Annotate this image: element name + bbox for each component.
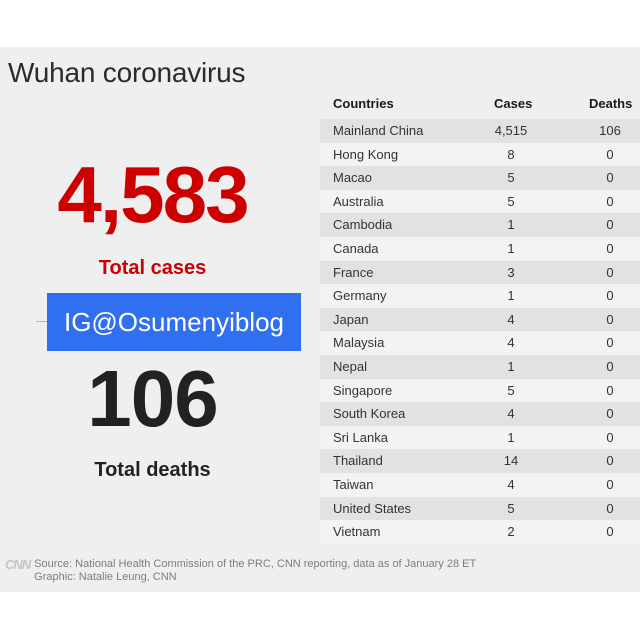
country-cell: Nepal xyxy=(333,358,367,374)
deaths-cell: 0 xyxy=(606,335,614,351)
cases-cell: 1 xyxy=(507,240,515,256)
column-header-countries: Countries xyxy=(333,96,394,111)
cases-cell: 1 xyxy=(507,358,515,374)
table-row: Singapore 5 0 xyxy=(320,378,640,403)
cases-cell: 4 xyxy=(507,335,515,351)
total-deaths-value: 106 xyxy=(87,354,218,443)
table-row: Malaysia 4 0 xyxy=(320,331,640,355)
cases-cell: 5 xyxy=(507,193,515,209)
table-row: Cambodia 1 0 xyxy=(320,213,640,237)
total-cases-value: 4,583 xyxy=(57,150,249,239)
country-cell: South Korea xyxy=(333,406,406,422)
deaths-cell: 0 xyxy=(606,453,614,469)
table-row: Sri Lanka 1 0 xyxy=(320,425,640,450)
infographic-card: Wuhan coronavirus 4,583 Total cases IG@O… xyxy=(0,47,640,592)
table-row: Japan 4 0 xyxy=(320,307,640,332)
table-row: Mainland China 4,515 106 xyxy=(320,119,640,143)
total-cases-label: Total cases xyxy=(98,257,207,279)
country-cell: Mainland China xyxy=(333,123,424,138)
watermark-divider xyxy=(36,321,50,322)
deaths-cell: 0 xyxy=(606,429,614,445)
cases-cell: 4,515 xyxy=(494,123,528,138)
deaths-cell: 106 xyxy=(599,123,621,138)
cases-cell: 2 xyxy=(507,524,515,540)
country-cell: Sri Lanka xyxy=(333,429,388,445)
country-cell: Hong Kong xyxy=(333,146,399,162)
column-header-deaths: Deaths xyxy=(589,96,633,111)
graphic-credit: Graphic: Natalie Leung, CNN xyxy=(34,571,177,583)
table-row: Hong Kong 8 0 xyxy=(320,142,640,167)
watermark-banner: IG@Osumenyiblog xyxy=(47,293,301,351)
country-table: Countries Cases Deaths Mainland China 4,5… xyxy=(320,92,640,544)
country-cell: Malaysia xyxy=(333,335,385,351)
cases-cell: 1 xyxy=(507,217,515,233)
cases-cell: 8 xyxy=(507,146,515,162)
deaths-cell: 0 xyxy=(606,170,614,186)
table-row: Taiwan 4 0 xyxy=(320,472,640,497)
deaths-cell: 0 xyxy=(606,500,614,516)
total-deaths-label: Total deaths xyxy=(94,459,211,481)
deaths-cell: 0 xyxy=(606,382,614,398)
deaths-cell: 0 xyxy=(606,476,614,492)
country-cell: Macao xyxy=(333,170,373,186)
source-text: Source: National Health Commission of th… xyxy=(34,558,477,570)
deaths-cell: 0 xyxy=(606,524,614,540)
table-row: Australia 5 0 xyxy=(320,189,640,214)
country-cell: Taiwan xyxy=(333,476,374,492)
table-row: Thailand 14 0 xyxy=(320,449,640,473)
cases-cell: 5 xyxy=(507,170,515,186)
country-cell: United States xyxy=(333,500,412,516)
cases-cell: 4 xyxy=(507,406,515,422)
table-row: Canada 1 0 xyxy=(320,236,640,261)
cases-cell: 4 xyxy=(507,476,515,492)
country-cell: France xyxy=(333,264,374,280)
country-cell: Singapore xyxy=(333,382,393,398)
cases-cell: 14 xyxy=(503,453,519,469)
country-cell: Vietnam xyxy=(333,524,381,540)
cases-cell: 4 xyxy=(507,311,515,327)
cases-cell: 1 xyxy=(507,288,515,304)
cases-cell: 5 xyxy=(507,500,515,516)
source-text-block: Source: National Health Commission of th… xyxy=(34,558,476,584)
country-cell: Thailand xyxy=(333,453,383,469)
deaths-cell: 0 xyxy=(606,311,614,327)
table-row: United States 5 0 xyxy=(320,496,640,521)
cnn-logo: CNN xyxy=(5,557,31,572)
source-footer: CNN Source: National Health Commission of… xyxy=(5,558,476,584)
table-body: Mainland China 4,515 106 Hong Kong 8 0 Macao 5 0… xyxy=(320,119,640,544)
deaths-cell: 0 xyxy=(606,406,614,422)
table-row: France 3 0 xyxy=(320,260,640,285)
table-row: South Korea 4 0 xyxy=(320,402,640,426)
country-cell: Germany xyxy=(333,288,387,304)
table-header: Countries Cases Deaths xyxy=(320,92,640,119)
country-cell: Cambodia xyxy=(333,217,393,233)
cases-cell: 1 xyxy=(507,429,515,445)
table-row: Nepal 1 0 xyxy=(320,354,640,379)
deaths-cell: 0 xyxy=(606,146,614,162)
country-cell: Canada xyxy=(333,240,379,256)
table-row: Vietnam 2 0 xyxy=(320,520,640,544)
cases-cell: 3 xyxy=(507,264,515,280)
deaths-cell: 0 xyxy=(606,193,614,209)
table-row: Macao 5 0 xyxy=(320,166,640,190)
deaths-cell: 0 xyxy=(606,288,614,304)
deaths-cell: 0 xyxy=(606,358,614,374)
deaths-cell: 0 xyxy=(606,217,614,233)
table-row: Germany 1 0 xyxy=(320,284,640,308)
deaths-cell: 0 xyxy=(606,240,614,256)
country-cell: Australia xyxy=(333,193,384,209)
cases-cell: 5 xyxy=(507,382,515,398)
country-cell: Japan xyxy=(333,311,369,327)
page-title: Wuhan coronavirus xyxy=(8,57,246,88)
column-header-cases: Cases xyxy=(494,96,533,111)
deaths-cell: 0 xyxy=(606,264,614,280)
